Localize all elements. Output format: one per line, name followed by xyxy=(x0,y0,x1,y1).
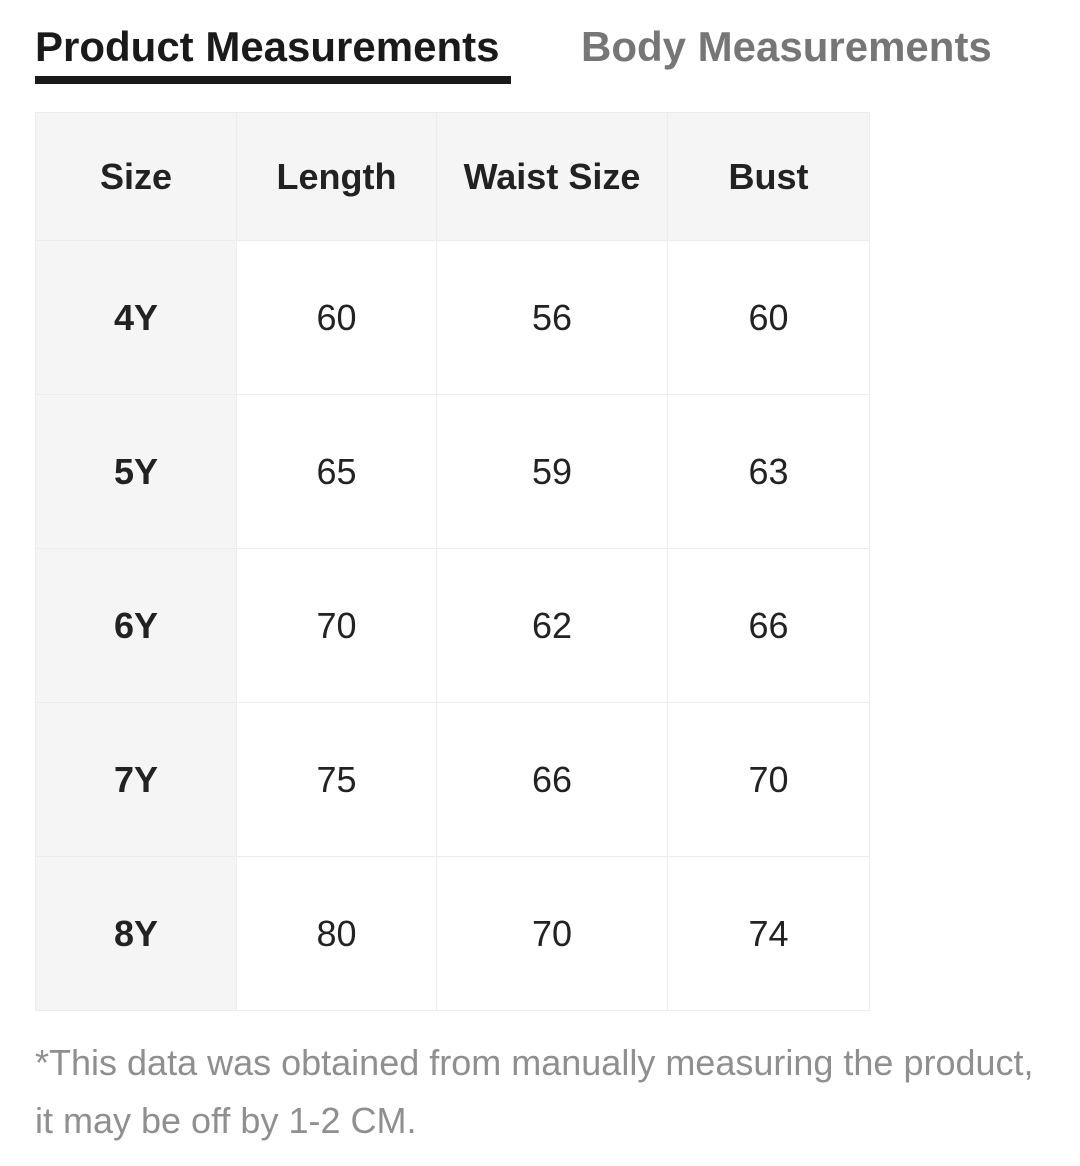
header-length: Length xyxy=(236,112,437,241)
bust-cell: 66 xyxy=(667,548,870,703)
tab-body-measurements[interactable]: Body Measurements xyxy=(581,23,992,70)
header-size: Size xyxy=(35,112,237,241)
header-bust: Bust xyxy=(667,112,870,241)
table-row: 7Y 75 66 70 xyxy=(35,702,870,857)
bust-cell: 70 xyxy=(667,702,870,857)
bust-cell: 63 xyxy=(667,394,870,549)
measurement-disclaimer: *This data was obtained from manually me… xyxy=(35,1042,1034,1141)
tab-product-measurements[interactable]: Product Measurements xyxy=(35,23,500,70)
size-cell: 5Y xyxy=(35,394,237,549)
header-waist-size: Waist Size xyxy=(436,112,668,241)
active-tab-indicator xyxy=(35,76,511,84)
length-cell: 70 xyxy=(236,548,437,703)
length-cell: 80 xyxy=(236,856,437,1011)
size-cell: 6Y xyxy=(35,548,237,703)
size-cell: 7Y xyxy=(35,702,237,857)
length-cell: 60 xyxy=(236,240,437,395)
table-row: 4Y 60 56 60 xyxy=(35,240,870,395)
bust-cell: 60 xyxy=(667,240,870,395)
bust-cell: 74 xyxy=(667,856,870,1011)
measurement-tabs: Product Measurements Body Measurements xyxy=(35,18,1045,88)
table-row: 8Y 80 70 74 xyxy=(35,856,870,1011)
waist-cell: 70 xyxy=(436,856,668,1011)
size-cell: 8Y xyxy=(35,856,237,1011)
size-cell: 4Y xyxy=(35,240,237,395)
waist-cell: 59 xyxy=(436,394,668,549)
table-row: 5Y 65 59 63 xyxy=(35,394,870,549)
waist-cell: 62 xyxy=(436,548,668,703)
waist-cell: 56 xyxy=(436,240,668,395)
table-header-row: Size Length Waist Size Bust xyxy=(35,112,870,241)
size-chart-table: Size Length Waist Size Bust 4Y 60 56 60 … xyxy=(35,112,870,1011)
table-row: 6Y 70 62 66 xyxy=(35,548,870,703)
length-cell: 65 xyxy=(236,394,437,549)
length-cell: 75 xyxy=(236,702,437,857)
waist-cell: 66 xyxy=(436,702,668,857)
